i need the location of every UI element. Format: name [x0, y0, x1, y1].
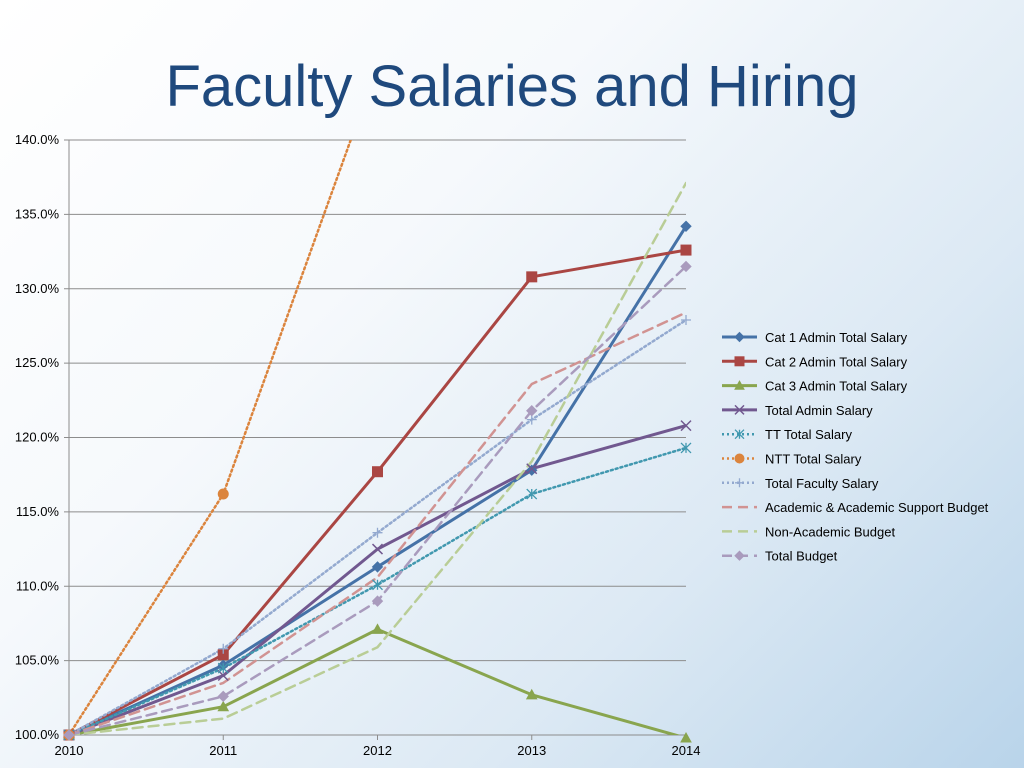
x-tick-label: 2014: [672, 743, 701, 758]
data-point: [217, 690, 229, 703]
legend-label: Total Faculty Salary: [765, 476, 879, 491]
x-tick-label: 2011: [209, 743, 237, 758]
data-point: [372, 527, 383, 538]
series-markers: [63, 220, 692, 743]
data-point: [371, 595, 384, 607]
data-point: [217, 488, 229, 500]
legend-item: Cat 3 Admin Total Salary: [722, 379, 908, 394]
data-point: [680, 244, 692, 256]
legend-marker: [734, 453, 745, 464]
data-point: [63, 729, 75, 741]
data-point: [680, 442, 692, 454]
data-point: [680, 220, 692, 232]
legend-label: Cat 1 Admin Total Salary: [765, 330, 908, 345]
slide-title: Faculty Salaries and Hiring: [165, 54, 859, 119]
legend-marker: [735, 478, 744, 488]
y-tick-label: 115.0%: [16, 504, 60, 519]
data-point: [372, 579, 383, 591]
series-line: [69, 224, 686, 735]
data-point: [526, 463, 538, 475]
y-tick-label: 110.0%: [16, 578, 60, 593]
data-point: [681, 314, 691, 325]
legend-item: NTT Total Salary: [722, 452, 862, 467]
legend-marker: [734, 331, 745, 343]
series-line: [69, 248, 686, 735]
y-tick-label: 100.0%: [15, 727, 60, 742]
x-tick-label: 2013: [517, 743, 546, 758]
legend-item: TT Total Salary: [722, 427, 852, 442]
data-point: [526, 405, 538, 417]
y-tick-label: 135.0%: [15, 206, 60, 221]
series-line: [69, 318, 686, 735]
legend-label: Academic & Academic Support Budget: [765, 500, 989, 515]
data-point: [217, 700, 230, 712]
data-point: [371, 561, 384, 573]
legend-item: Cat 1 Admin Total Salary: [722, 330, 908, 345]
series-line: [69, 181, 686, 735]
y-tick-label: 130.0%: [15, 281, 60, 296]
data-point: [372, 466, 383, 478]
data-point: [371, 543, 384, 555]
data-point: [371, 623, 384, 634]
y-tick-label: 125.0%: [15, 355, 60, 370]
series-lines: [69, 140, 686, 735]
legend-marker: [734, 550, 745, 561]
data-point: [217, 662, 229, 674]
data-point: [525, 688, 538, 700]
legend-label: Cat 3 Admin Total Salary: [765, 379, 908, 394]
y-tick-label: 105.0%: [15, 653, 60, 668]
data-point: [680, 260, 692, 273]
legend-item: Non-Academic Budget: [722, 524, 895, 539]
legend-item: Cat 2 Admin Total Salary: [722, 354, 908, 369]
legend-label: Total Admin Salary: [765, 403, 873, 418]
x-tick-label: 2012: [363, 743, 392, 758]
legend-marker: [734, 356, 745, 367]
y-tick-label: 120.0%: [15, 430, 60, 445]
legend-label: Non-Academic Budget: [765, 524, 895, 539]
data-point: [680, 731, 692, 743]
legend-item: Total Faculty Salary: [722, 476, 879, 491]
series-line: [69, 140, 353, 735]
data-point: [526, 464, 538, 476]
legend-label: Total Budget: [765, 549, 838, 564]
series-line: [69, 311, 686, 735]
legend-label: Cat 2 Admin Total Salary: [765, 354, 908, 369]
legend-item: Total Admin Salary: [722, 403, 873, 418]
series-line: [69, 446, 686, 735]
legend-marker: [734, 404, 745, 415]
legend-label: NTT Total Salary: [765, 452, 862, 467]
legend-label: TT Total Salary: [765, 427, 852, 442]
axes: 100.0% 105.0% 110.0% 115.0% 120.0% 125.0% 130.…: [15, 132, 701, 758]
legend-marker: [734, 380, 745, 390]
legend: Cat 1 Admin Total Salary Cat 2 Admin Tota…: [722, 330, 989, 564]
data-point: [526, 271, 538, 283]
data-point: [680, 420, 692, 432]
x-tick-label: 2010: [55, 743, 84, 758]
series-line: [69, 265, 686, 735]
legend-item: Academic & Academic Support Budget: [722, 500, 989, 515]
data-point: [526, 488, 538, 500]
y-tick-label: 140.0%: [15, 132, 60, 147]
legend-item: Total Budget: [722, 549, 838, 564]
legend-marker: [734, 429, 745, 440]
data-point: [218, 643, 229, 654]
